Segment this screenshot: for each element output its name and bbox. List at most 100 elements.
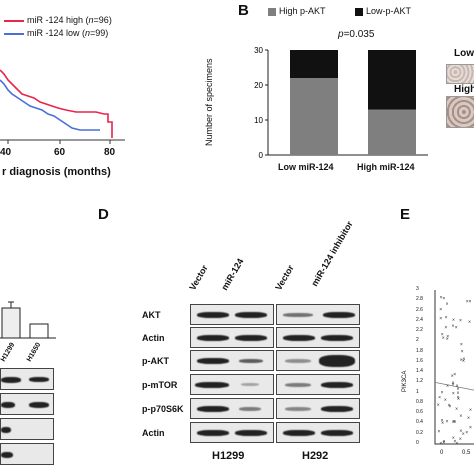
legend-b-high-swatch — [268, 7, 276, 16]
e-point: × — [456, 384, 459, 390]
e-point: × — [456, 391, 459, 397]
e-point: × — [439, 307, 442, 313]
ihc-image-low — [446, 64, 474, 84]
e-point: × — [467, 416, 470, 422]
blot-h1299-actin — [190, 327, 274, 348]
band — [1, 377, 21, 383]
bar-high-pakt-high-mir124 — [368, 109, 416, 155]
e-y-tick-label: 0.6 — [416, 409, 423, 416]
y-tick-label: 20 — [254, 81, 263, 90]
legend-b-low: Low-p-AKT — [355, 6, 411, 16]
blot-c-2 — [0, 393, 54, 415]
band — [29, 402, 49, 408]
band — [197, 406, 229, 412]
e-point: × — [451, 324, 454, 330]
e-point: × — [462, 356, 465, 362]
e-point: × — [457, 397, 460, 403]
band — [285, 359, 311, 363]
legend-high: miR -124 high (n=96) — [4, 15, 112, 25]
e-point: × — [451, 374, 454, 380]
e-y-tick-label: 2 — [416, 337, 419, 344]
side-label-low: Low — [454, 48, 474, 59]
panel-letter-d: D — [98, 206, 109, 223]
e-y-tick-label: 2.2 — [416, 327, 423, 334]
e-point: × — [437, 429, 440, 435]
e-point: × — [457, 395, 460, 401]
e-point: × — [442, 296, 445, 302]
panel-letter-e: E — [400, 206, 411, 223]
cell-line-h292: H292 — [302, 450, 329, 462]
e-point: × — [461, 349, 464, 355]
e-point: × — [455, 441, 458, 447]
e-point: × — [465, 430, 468, 436]
band — [285, 407, 311, 411]
e-point: × — [442, 336, 445, 342]
band — [285, 383, 311, 387]
band — [321, 382, 353, 388]
e-axes — [434, 290, 474, 445]
e-point: × — [444, 398, 447, 404]
y-tick-label: 30 — [254, 46, 263, 55]
e-point: × — [468, 299, 471, 305]
band — [323, 312, 355, 318]
e-point: × — [439, 441, 442, 447]
e-point: × — [451, 382, 454, 388]
blot-h292-pp70s6k — [276, 398, 360, 419]
legend-b-high: High p-AKT — [268, 6, 326, 16]
e-point: × — [446, 302, 449, 308]
tick-label-60: 60 — [54, 147, 66, 158]
bar-high-pakt-low-mir124 — [290, 78, 338, 155]
e-point: × — [446, 383, 449, 389]
e-point: × — [453, 419, 456, 425]
p-value-annotation: p=0.035 — [338, 29, 375, 40]
e-point: × — [446, 419, 449, 425]
e-point: × — [448, 404, 451, 410]
e-point: × — [459, 318, 462, 324]
bar-chart: 0 10 20 30 — [254, 46, 428, 160]
e-point: × — [438, 395, 441, 401]
bar-h1650 — [29, 323, 49, 339]
e-point: × — [453, 439, 456, 445]
e-point: × — [459, 428, 462, 434]
blot-h1299-pp70s6k — [190, 398, 274, 419]
row-label-pmtor: p-mTOR — [142, 380, 178, 390]
band — [1, 427, 11, 433]
scatter-plot: ××××××××××××××××××××××××××××××××××××××××… — [434, 290, 474, 447]
e-point: × — [443, 439, 446, 445]
curve-high — [0, 69, 113, 138]
e-point: × — [446, 334, 449, 340]
y-tick-label: 0 — [259, 151, 264, 160]
y-tick-label: 10 — [254, 116, 263, 125]
band — [195, 382, 229, 388]
e-point: × — [446, 337, 449, 343]
lane-label-h1299: H1299 — [0, 341, 17, 363]
side-label-high: High — [454, 84, 474, 95]
e-point: × — [452, 317, 455, 323]
blot-h292-pakt — [276, 350, 360, 371]
e-point: × — [444, 325, 447, 331]
blot-h1299-pakt — [190, 350, 274, 371]
row-label-actin-2: Actin — [142, 428, 165, 438]
row-label-pp70s6k: p-p70S6K — [142, 404, 184, 414]
e-y-tick-label: 1.2 — [416, 378, 423, 385]
e-y-tick-label: 2.4 — [416, 316, 423, 323]
band — [241, 383, 259, 386]
y-axis-label-e: PIK3CA — [402, 370, 408, 392]
e-point: × — [442, 440, 445, 446]
e-point: × — [455, 407, 458, 413]
e-point: × — [452, 420, 455, 426]
e-y-tick-label: 0.4 — [416, 419, 423, 426]
e-point: × — [462, 431, 465, 437]
curve-low — [0, 79, 100, 131]
legend-high-swatch — [4, 19, 24, 22]
e-regression-line — [434, 382, 474, 391]
e-y-tick-label: 0 — [416, 440, 419, 446]
e-point: × — [448, 403, 451, 409]
e-xtick-0: 0 — [440, 450, 444, 456]
e-point: × — [460, 357, 463, 363]
band — [283, 335, 315, 341]
e-point: × — [452, 435, 455, 441]
band — [197, 430, 229, 436]
e-point: × — [462, 359, 465, 365]
e-y-tick-label: 0.2 — [416, 429, 423, 436]
